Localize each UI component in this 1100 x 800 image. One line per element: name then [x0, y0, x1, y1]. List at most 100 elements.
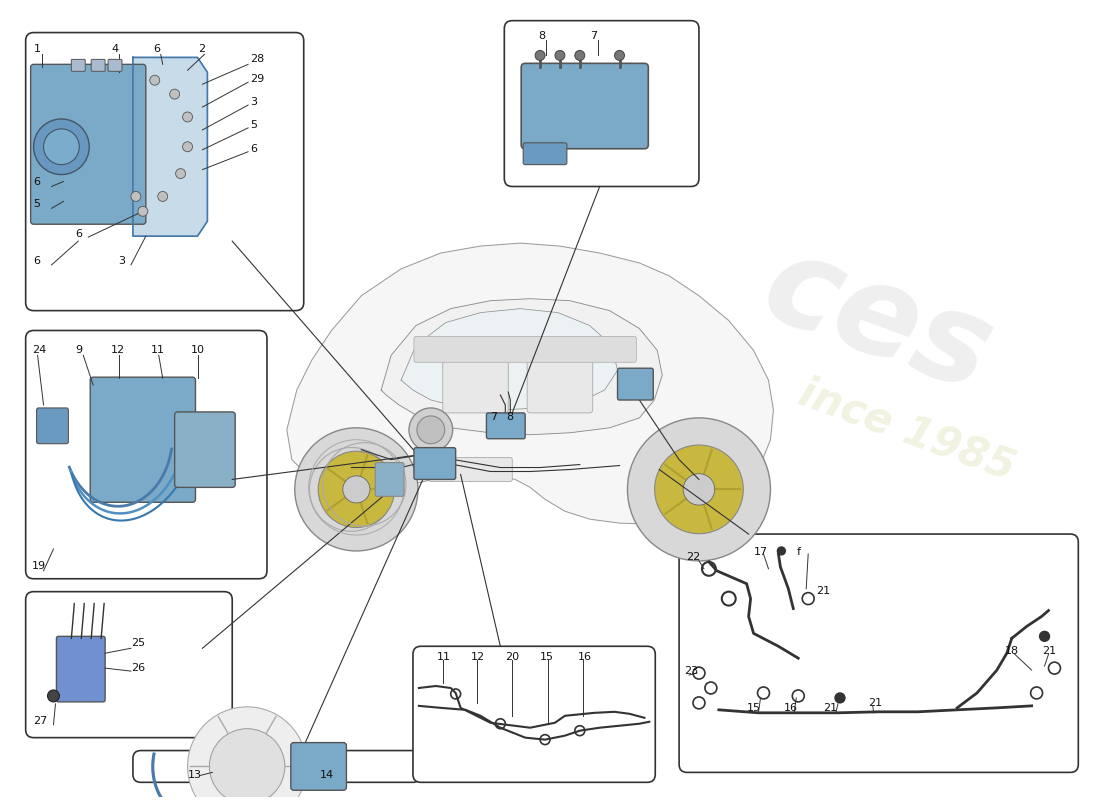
Circle shape	[44, 129, 79, 165]
Circle shape	[183, 142, 192, 152]
Text: 6: 6	[34, 256, 41, 266]
Circle shape	[654, 445, 744, 534]
Text: ces: ces	[747, 224, 1008, 418]
Text: 6: 6	[34, 177, 41, 186]
Text: 1: 1	[34, 45, 41, 54]
FancyBboxPatch shape	[25, 330, 267, 578]
Circle shape	[318, 451, 395, 527]
Polygon shape	[287, 243, 773, 524]
Polygon shape	[382, 298, 662, 434]
Circle shape	[209, 729, 285, 800]
Circle shape	[556, 50, 565, 60]
Text: 24: 24	[32, 346, 46, 355]
FancyBboxPatch shape	[175, 412, 235, 487]
FancyBboxPatch shape	[133, 750, 421, 782]
Text: 14: 14	[320, 770, 333, 781]
FancyBboxPatch shape	[375, 462, 404, 496]
FancyBboxPatch shape	[36, 408, 68, 444]
Circle shape	[169, 89, 179, 99]
FancyBboxPatch shape	[31, 64, 146, 224]
FancyBboxPatch shape	[56, 636, 106, 702]
Text: 15: 15	[540, 652, 554, 662]
FancyBboxPatch shape	[108, 59, 122, 71]
FancyBboxPatch shape	[521, 63, 648, 149]
FancyBboxPatch shape	[414, 448, 455, 479]
Text: 19: 19	[32, 561, 46, 571]
Text: 9: 9	[75, 346, 82, 355]
Circle shape	[343, 476, 370, 503]
Circle shape	[615, 50, 625, 60]
FancyBboxPatch shape	[414, 337, 637, 362]
FancyBboxPatch shape	[25, 33, 304, 310]
Text: 20: 20	[505, 652, 519, 662]
Text: 26: 26	[131, 663, 145, 673]
Text: f: f	[796, 547, 801, 557]
Text: 22: 22	[686, 552, 701, 562]
Text: 18: 18	[1004, 646, 1019, 656]
Text: 21: 21	[823, 703, 837, 713]
Text: 10: 10	[190, 346, 205, 355]
Text: 27: 27	[34, 716, 48, 726]
Text: 29: 29	[250, 74, 264, 84]
Text: 6: 6	[75, 229, 82, 239]
Circle shape	[157, 191, 167, 202]
FancyBboxPatch shape	[90, 377, 196, 502]
Text: 21: 21	[1043, 646, 1057, 656]
Circle shape	[47, 690, 59, 702]
Polygon shape	[402, 309, 617, 410]
Circle shape	[778, 547, 785, 555]
Text: 4: 4	[111, 45, 118, 54]
FancyBboxPatch shape	[25, 592, 232, 738]
FancyBboxPatch shape	[504, 21, 698, 186]
Text: 7: 7	[491, 412, 497, 422]
Text: 16: 16	[578, 652, 592, 662]
Text: 21: 21	[868, 698, 882, 708]
Text: 6: 6	[250, 144, 257, 154]
Text: 11: 11	[437, 652, 451, 662]
Text: 25: 25	[131, 638, 145, 648]
Text: 16: 16	[783, 703, 798, 713]
Text: 2: 2	[198, 45, 206, 54]
Circle shape	[835, 693, 845, 703]
FancyBboxPatch shape	[429, 458, 513, 482]
Circle shape	[627, 418, 770, 561]
Text: 8: 8	[538, 30, 546, 41]
FancyBboxPatch shape	[527, 352, 593, 413]
FancyBboxPatch shape	[617, 368, 653, 400]
Text: 7: 7	[590, 30, 597, 41]
Circle shape	[187, 707, 307, 800]
FancyBboxPatch shape	[679, 534, 1078, 772]
Circle shape	[34, 119, 89, 174]
Circle shape	[683, 474, 715, 505]
Circle shape	[417, 416, 444, 444]
Text: 17: 17	[754, 547, 768, 557]
Text: 5: 5	[34, 199, 41, 210]
Text: 28: 28	[250, 54, 264, 65]
Text: 12: 12	[111, 346, 125, 355]
Circle shape	[409, 408, 453, 452]
Text: 21: 21	[816, 586, 831, 596]
Polygon shape	[133, 58, 208, 236]
Circle shape	[150, 75, 160, 86]
Circle shape	[295, 428, 418, 551]
Circle shape	[138, 206, 147, 216]
FancyBboxPatch shape	[72, 59, 86, 71]
Circle shape	[575, 50, 585, 60]
FancyBboxPatch shape	[290, 742, 346, 790]
Text: 6: 6	[153, 45, 159, 54]
Text: 5: 5	[250, 120, 257, 130]
FancyBboxPatch shape	[524, 142, 567, 165]
Circle shape	[176, 169, 186, 178]
Circle shape	[1040, 631, 1049, 642]
FancyBboxPatch shape	[91, 59, 106, 71]
FancyBboxPatch shape	[442, 352, 508, 413]
Text: 12: 12	[471, 652, 485, 662]
FancyBboxPatch shape	[486, 413, 525, 438]
Text: 3: 3	[118, 256, 125, 266]
Circle shape	[535, 50, 544, 60]
Circle shape	[183, 112, 192, 122]
FancyBboxPatch shape	[412, 646, 656, 782]
Text: 13: 13	[187, 770, 201, 781]
Text: 23: 23	[684, 666, 699, 676]
Circle shape	[131, 191, 141, 202]
